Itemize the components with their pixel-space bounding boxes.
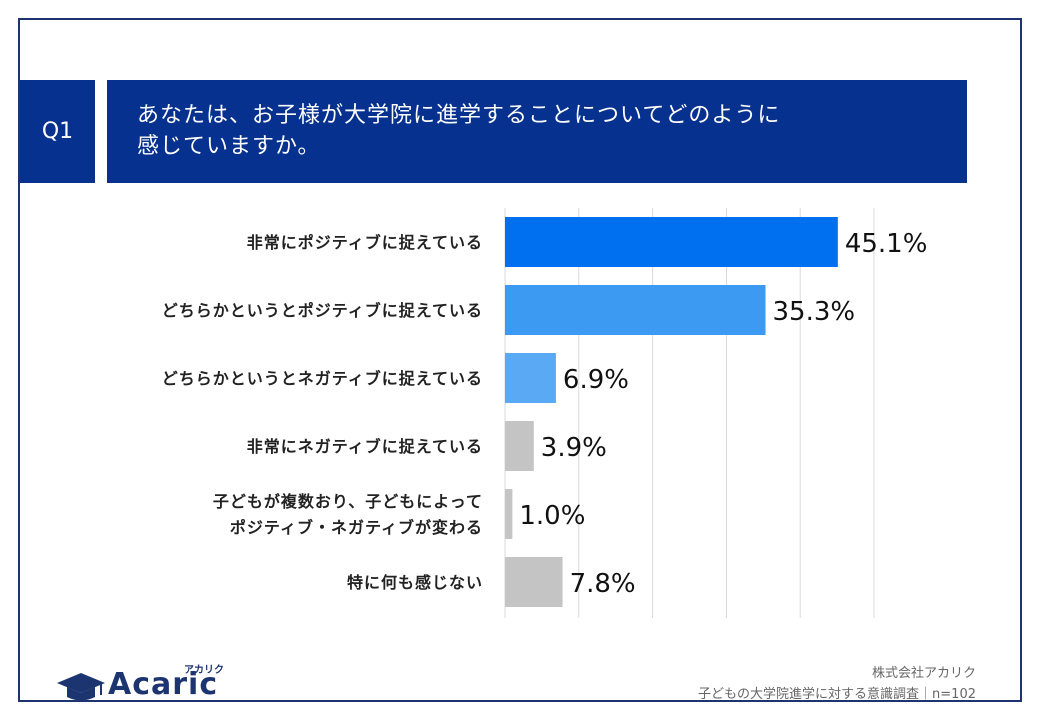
- category-label: 非常にポジティブに捉えている: [247, 233, 483, 252]
- question-title-line2: 感じていますか。: [137, 134, 321, 159]
- question-title-line1: あなたは、お子様が大学院に進学することについてどのように: [137, 103, 781, 128]
- value-label: 1.0%: [519, 501, 585, 531]
- bar: [505, 421, 534, 471]
- bar: [505, 353, 556, 403]
- bar-chart: 45.1% 非常にポジティブに捉えている 35.3% どちらかというとポジティブに捉え…: [162, 208, 928, 618]
- value-label: 45.1%: [845, 229, 928, 259]
- graduation-cap-icon: [57, 673, 105, 701]
- logo-text: Acaric: [108, 667, 219, 702]
- bar: [505, 217, 838, 267]
- logo-kana: アカリク: [184, 665, 224, 676]
- category-label: どちらかというとネガティブに捉えている: [162, 369, 483, 388]
- category-label: ポジティブ・ネガティブが変わる: [230, 518, 483, 537]
- bar: [505, 489, 513, 539]
- category-label: 特に何も感じない: [347, 573, 483, 592]
- value-label: 3.9%: [541, 433, 607, 463]
- value-label: 6.9%: [563, 365, 629, 395]
- chart-frame: Q1 あなたは、お子様が大学院に進学することについてどのように 感じていますか。…: [18, 18, 1022, 702]
- question-number: Q1: [20, 80, 95, 183]
- bar: [505, 557, 563, 607]
- value-label: 35.3%: [773, 297, 856, 327]
- source-note: 株式会社アカリク 子どもの大学院進学に対する意識調査｜n=102: [698, 663, 976, 705]
- bar: [505, 285, 766, 335]
- source-survey: 子どもの大学院進学に対する意識調査｜n=102: [698, 687, 976, 702]
- category-label: 子どもが複数おり、子どもによって: [213, 492, 483, 511]
- acaric-logo: アカリク Acaric: [56, 665, 256, 705]
- question-title: あなたは、お子様が大学院に進学することについてどのように 感じていますか。: [107, 80, 967, 183]
- value-label: 7.8%: [570, 569, 636, 599]
- category-label: 非常にネガティブに捉えている: [247, 437, 483, 456]
- category-label: どちらかというとポジティブに捉えている: [162, 301, 483, 320]
- source-company: 株式会社アカリク: [871, 666, 976, 681]
